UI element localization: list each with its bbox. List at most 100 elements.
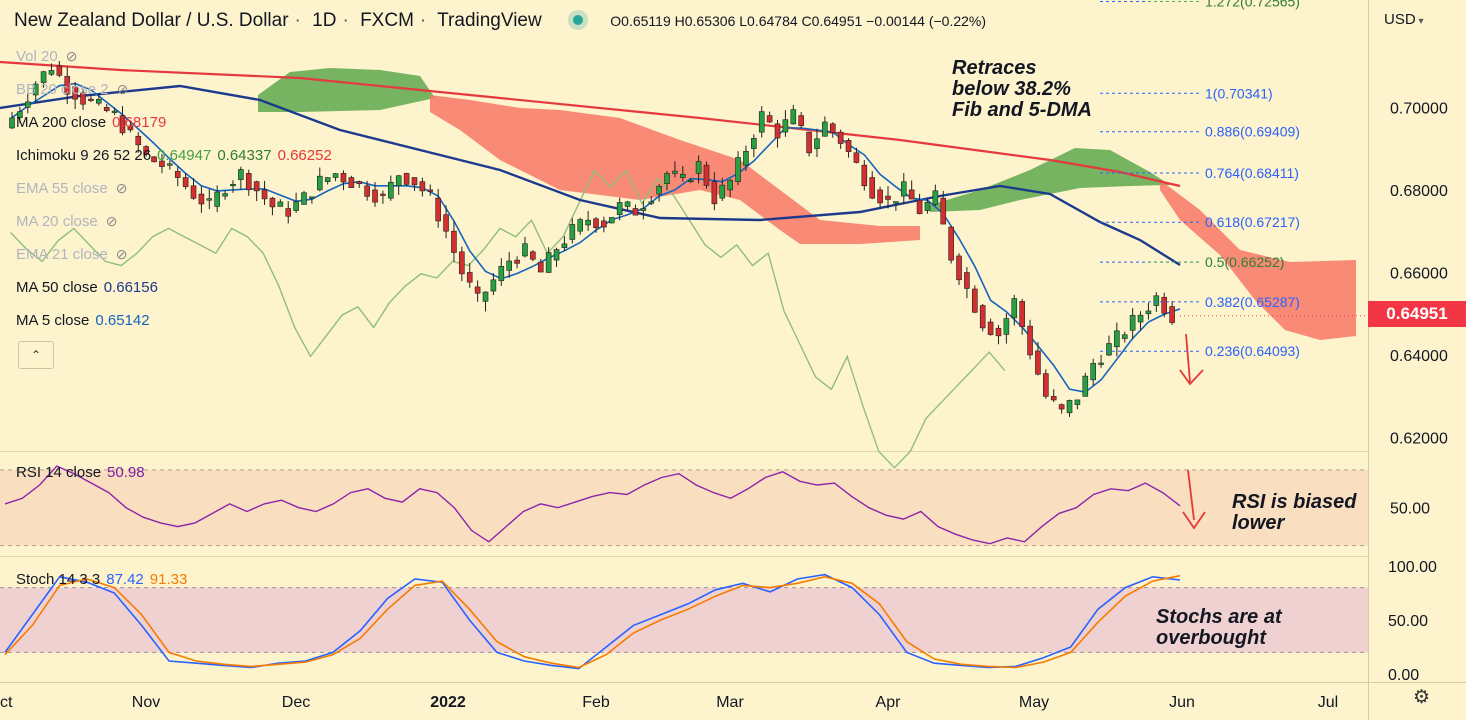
candle-body (285, 208, 292, 217)
candle-body (72, 86, 78, 100)
candle-body (1066, 400, 1073, 414)
exchange-label: FXCM (360, 10, 414, 31)
price-tick-label: 0.68000 (1390, 183, 1448, 200)
stoch-legend[interactable]: Stoch 14 3 3 87.42 91.33 (16, 571, 187, 588)
legend-value: 0.66252 (277, 147, 332, 164)
eye-hidden-icon[interactable]: ⊘ (65, 48, 78, 64)
time-tick-label: Jul (1318, 694, 1338, 711)
eye-hidden-icon[interactable]: ⊘ (115, 180, 128, 196)
legend-ma200[interactable]: MA 200 close 0.68179 (16, 114, 166, 131)
candle-body (340, 173, 347, 183)
legend-vol[interactable]: Vol 20 ⊘ (16, 48, 77, 65)
candle-body (1011, 298, 1018, 319)
candle-body (1082, 375, 1089, 397)
stoch-line (4, 574, 1181, 669)
legend-ichimoku[interactable]: Ichimoku 9 26 52 26 0.64947 0.64337 0.66252 (16, 147, 332, 164)
platform-label: TradingView (437, 10, 542, 31)
candle-body (514, 259, 520, 264)
candle-body (1129, 315, 1136, 331)
pane-separator (0, 556, 1368, 557)
legend-label: MA 200 close (16, 114, 107, 131)
candle-body (877, 189, 883, 204)
legend-value: 0.66156 (103, 279, 158, 296)
time-axis-border (0, 682, 1466, 683)
candle-body (127, 125, 134, 131)
candle-body (1058, 404, 1065, 410)
arrow-head (1179, 369, 1204, 386)
annotation-rsi: RSI is biased lower (1232, 491, 1357, 534)
candle-body (293, 201, 299, 211)
legend-ma50[interactable]: MA 50 close 0.66156 (16, 279, 158, 296)
candle-body (253, 181, 260, 192)
time-tick-label: Feb (582, 694, 610, 711)
candle-body (1090, 363, 1096, 381)
legend-bb[interactable]: BB 20 close 2 ⊘ (16, 81, 128, 98)
candle-body (1169, 306, 1175, 323)
candle-body (269, 197, 276, 208)
candle-body (324, 177, 331, 182)
fib-level-label: 0.236(0.64093) (1205, 343, 1300, 359)
collapse-legend-button[interactable]: ⌃ (18, 341, 54, 369)
candle-body (522, 243, 528, 257)
candle-body (9, 117, 15, 129)
time-tick-label: 2022 (430, 694, 466, 711)
candle-body (24, 101, 31, 108)
candle-body (956, 255, 962, 281)
currency-selector[interactable]: USD (1384, 11, 1423, 28)
stoch-tick-label: 100.00 (1388, 559, 1437, 576)
ichimoku-cloud-bullish (258, 68, 435, 112)
time-tick-label: Mar (716, 694, 744, 711)
legend-ema55[interactable]: EMA 55 close ⊘ (16, 180, 127, 197)
candle-body (474, 286, 481, 294)
candle-body (798, 115, 804, 126)
candle-body (490, 279, 497, 292)
candle-body (230, 183, 236, 187)
eye-hidden-icon[interactable]: ⊘ (115, 246, 128, 262)
legend-value: 87.42 (106, 571, 144, 588)
price-tick-label: 0.64000 (1390, 348, 1448, 365)
legend-ma5[interactable]: MA 5 close 0.65142 (16, 312, 150, 329)
candle-body (119, 115, 126, 134)
annotation-stoch: Stochs are at overbought (1156, 606, 1282, 649)
time-tick-label: Apr (876, 694, 902, 711)
candle-body (64, 76, 71, 95)
interval-label[interactable]: 1D (312, 10, 337, 31)
candle-body (103, 107, 110, 111)
candle-body (601, 220, 607, 228)
gear-icon[interactable]: ⚙ (1413, 687, 1431, 708)
candle-body (814, 138, 820, 149)
candle-body (695, 161, 702, 174)
candle-body (916, 199, 923, 214)
candle-body (190, 185, 197, 199)
candle-body (32, 83, 39, 96)
arrow-down-icon (1185, 333, 1191, 383)
rsi-legend[interactable]: RSI 14 close 50.98 (16, 464, 145, 481)
eye-hidden-icon[interactable]: ⊘ (105, 213, 118, 229)
candle-body (530, 251, 536, 260)
legend-label: EMA 55 close (16, 180, 108, 197)
candle-body (143, 146, 149, 155)
legend-label: Vol 20 (16, 48, 58, 65)
candle-body (435, 197, 441, 222)
candle-body (443, 214, 449, 232)
candle-body (885, 195, 891, 200)
eye-hidden-icon[interactable]: ⊘ (116, 81, 129, 97)
candle-body (198, 193, 205, 205)
legend-label: RSI 14 close (16, 464, 102, 481)
fib-level-label: 0.382(0.65287) (1205, 294, 1300, 310)
chart-header: New Zealand Dollar / U.S. Dollar · 1D · FX… (14, 10, 987, 31)
legend-ma20[interactable]: MA 20 close ⊘ (16, 213, 117, 230)
candle-body (1074, 399, 1081, 405)
symbol-title[interactable]: New Zealand Dollar / U.S. Dollar (14, 10, 289, 31)
candle-body (703, 164, 710, 186)
candle-body (987, 321, 994, 335)
candle-body (616, 202, 623, 215)
candle-body (640, 208, 647, 211)
candle-body (782, 119, 789, 133)
legend-ema21[interactable]: EMA 21 close ⊘ (16, 246, 127, 263)
ohlc-open: O0.65119 (610, 13, 671, 29)
last-price-tag: 0.64951 (1368, 301, 1466, 327)
candle-body (537, 261, 544, 273)
